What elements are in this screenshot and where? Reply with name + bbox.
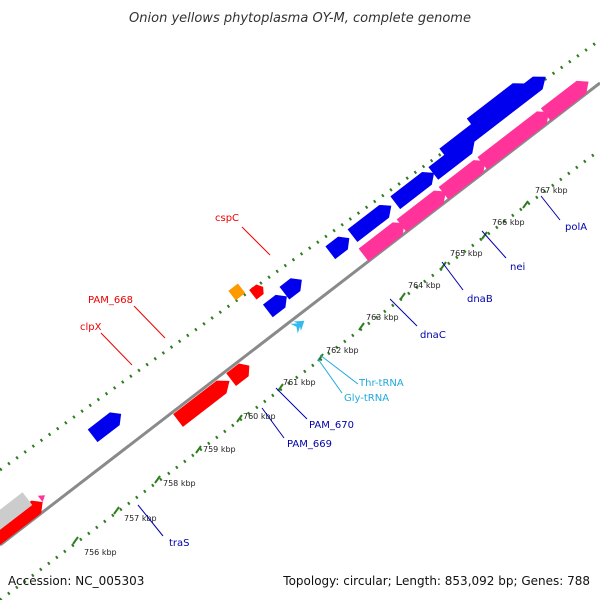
leader-line [389,298,418,327]
kbp-label: 767 kbp [535,186,568,195]
tick-766 [481,231,488,240]
kbp-label: 758 kbp [163,479,196,488]
gene-block[interactable] [390,167,439,210]
leader-line [100,332,133,366]
tick-767 [522,200,529,209]
gene-block[interactable] [0,496,48,545]
tick-758 [154,475,161,484]
kbp-label: 760 kbp [243,412,276,421]
gene-block[interactable] [540,75,594,121]
gene-block[interactable] [279,273,307,300]
accession-text: Accession: NC_005303 [8,574,144,588]
leader-line [317,358,343,394]
kbp-label: 756 kbp [84,548,117,557]
genome-summary-text: Topology: circular; Length: 853,092 bp; … [282,574,590,588]
tick-765 [440,261,447,270]
tick-760 [236,414,243,423]
leader-line [133,305,166,339]
kbp-labels: 756 kbp 757 kbp 758 kbp 759 kbp 760 kbp … [84,186,568,557]
gene-block[interactable] [396,185,451,232]
gene-block[interactable] [249,282,267,300]
gene-label[interactable]: nei [510,262,525,273]
gene-block[interactable] [428,135,479,180]
gene-label[interactable]: dnaC [420,330,446,341]
gene-block[interactable] [358,217,410,262]
gene-label[interactable]: Gly-tRNA [344,393,389,404]
tick-763 [358,322,365,331]
gene-block[interactable] [347,199,397,243]
kbp-label: 763 kbp [366,313,399,322]
leader-line [319,354,359,385]
gene-block[interactable] [37,492,48,503]
map-title: Onion yellows phytoplasma OY-M, complete… [129,11,471,26]
tick-757 [113,506,120,515]
gene-block[interactable] [87,408,126,443]
kbp-label: 766 kbp [492,218,525,227]
gene-block[interactable] [262,290,292,318]
gene-label[interactable]: PAM_670 [309,420,354,431]
gene-label[interactable]: PAM_669 [287,439,332,450]
kbp-label: 765 kbp [450,249,483,258]
gene-label-group: cspC PAM_668 clpX polA nei dnaB dnaC Thr… [80,195,587,549]
gene-label[interactable]: Thr-tRNA [358,378,404,389]
tick-761 [277,383,284,392]
kbp-label: 761 kbp [283,378,316,387]
kbp-label: 764 kbp [408,281,441,290]
gene-label[interactable]: clpX [80,322,102,333]
leader-line [275,387,308,420]
kbp-label: 759 kbp [203,445,236,454]
gene-features [0,75,594,545]
gene-block[interactable] [325,232,354,260]
gene-label[interactable]: cspC [215,213,239,224]
leader-line [441,261,464,291]
leader-line [137,504,164,537]
gene-block[interactable] [438,155,491,200]
leader-line [481,230,507,259]
trna-mark[interactable] [293,316,308,331]
gene-label[interactable]: traS [169,538,190,549]
major-ticks [72,200,529,545]
gene-label[interactable]: dnaB [467,294,493,305]
trna-mark[interactable] [290,318,304,334]
kbp-label: 762 kbp [326,346,359,355]
tick-759 [195,445,202,454]
gene-label[interactable]: PAM_668 [88,295,133,306]
gene-block[interactable] [466,77,531,132]
leader-line [540,195,561,221]
tick-756 [72,536,79,545]
genome-backbone [0,81,600,547]
gene-block[interactable] [477,106,553,170]
gene-label[interactable]: polA [565,222,587,233]
leader-line [261,407,285,439]
leader-line [241,226,271,256]
gene-block[interactable] [173,375,234,427]
kbp-label: 757 kbp [124,514,157,523]
gene-block[interactable] [226,359,254,386]
gene-block[interactable] [228,283,246,301]
tick-764 [399,292,406,301]
gene-block[interactable] [0,492,33,536]
